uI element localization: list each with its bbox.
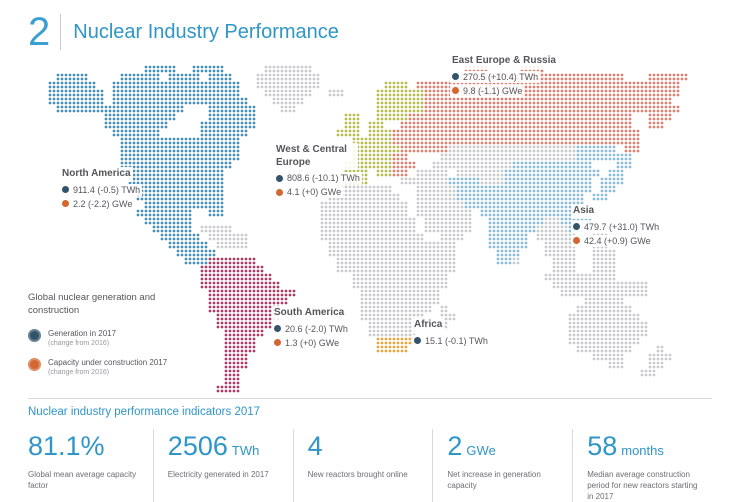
legend-item-generation: Generation in 2017 (change from 2016) — [28, 328, 198, 347]
indicator-caption: Electricity generated in 2017 — [167, 470, 269, 479]
region-generation-line: 911.4 (-0.5) TWh — [60, 183, 143, 196]
region-label-south-america: South America 20.6 (-2.0) TWh 1.3 (+0) G… — [272, 302, 350, 349]
generation-value: 479.7 (+31.0) TWh — [584, 221, 660, 232]
generation-legend-icon — [28, 328, 41, 342]
indicator-value: 58 — [587, 431, 618, 461]
region-title: East Europe & Russia — [450, 54, 558, 69]
region-construction-line: 42.4 (+0.9) GWe — [571, 234, 653, 247]
indicator-value: 4 — [307, 431, 323, 461]
generation-dot-icon — [274, 325, 281, 332]
header-divider — [60, 14, 62, 50]
indicator-caption: Global mean average capacity factor — [28, 470, 137, 491]
page-title: Nuclear Industry Performance — [73, 20, 339, 43]
construction-dot-icon — [573, 237, 580, 244]
generation-value: 808.6 (-10.1) TWh — [287, 173, 360, 183]
construction-legend-icon — [28, 358, 41, 372]
region-title: Asia — [571, 204, 597, 219]
construction-dot-icon — [274, 339, 281, 346]
indicator-value-row: 58 months — [587, 431, 704, 462]
generation-dot-icon — [414, 337, 421, 344]
region-construction-line: 1.3 (+0) GWe — [272, 336, 342, 349]
region-construction-line: 4.1 (+0) GWe — [274, 186, 344, 198]
legend-item-sublabel: (change from 2016) — [48, 369, 110, 377]
generation-dot-icon — [276, 174, 283, 182]
legend-item-construction: Capacity under construction 2017 (change… — [28, 358, 198, 376]
region-label-africa: Africa 15.1 (-0.1) TWh — [412, 314, 490, 347]
legend-item-label: Capacity under construction 2017 — [48, 358, 168, 368]
indicator-value: 2506 — [167, 431, 228, 461]
construction-dot-icon — [62, 200, 69, 207]
generation-value: 270.5 (+10.4) TWh — [463, 71, 539, 82]
indicator-value-row: 81.1% — [28, 431, 145, 462]
legend-title: Global nuclear generation and constructi… — [28, 292, 156, 316]
indicator-caption: New reactors brought online — [307, 470, 408, 479]
region-title: West & Central Europe — [274, 143, 358, 170]
indicators-section: Nuclear industry performance indicators … — [28, 398, 712, 502]
indicator-electricity-generated: 2506 TWh Electricity generated in 2017 — [152, 429, 293, 502]
construction-value: 2.2 (-2.2) GWe — [73, 198, 133, 209]
generation-value: 15.1 (-0.1) TWh — [425, 335, 488, 346]
indicator-capacity-factor: 81.1% Global mean average capacity facto… — [28, 429, 153, 502]
indicator-value-row: 2 GWe — [447, 431, 564, 462]
indicator-caption: Net increase in generation capacity — [447, 470, 541, 491]
indicator-value-row: 2506 TWh — [168, 431, 285, 462]
construction-value: 9.8 (-1.1) GWe — [463, 85, 523, 96]
region-generation-line: 270.5 (+10.4) TWh — [450, 70, 541, 83]
indicator-caption: Median average construction period for n… — [587, 470, 698, 502]
region-generation-line: 479.7 (+31.0) TWh — [571, 220, 662, 233]
indicator-value: 81.1% — [28, 431, 105, 461]
construction-dot-icon — [276, 188, 283, 196]
construction-value: 1.3 (+0) GWe — [285, 337, 340, 348]
region-title: South America — [272, 306, 347, 321]
section-number: 2 — [28, 10, 51, 54]
region-label-west-central-europe: West & Central Europe 808.6 (-10.1) TWh … — [274, 143, 362, 198]
indicator-new-reactors: 4 New reactors brought online — [292, 429, 433, 502]
indicators-heading: Nuclear industry performance indicators … — [28, 406, 261, 418]
indicator-unit: months — [621, 443, 664, 458]
legend-item-label: Generation in 2017 — [48, 328, 117, 338]
indicator-value-row: 4 — [308, 431, 425, 462]
region-label-asia: Asia 479.7 (+31.0) TWh 42.4 (+0.9) GWe — [571, 200, 662, 247]
generation-value: 20.6 (-2.0) TWh — [285, 323, 348, 334]
region-generation-line: 15.1 (-0.1) TWh — [412, 334, 490, 347]
region-generation-line: 20.6 (-2.0) TWh — [272, 322, 350, 335]
generation-dot-icon — [452, 73, 459, 80]
region-construction-line: 2.2 (-2.2) GWe — [60, 197, 135, 210]
indicator-net-capacity-increase: 2 GWe Net increase in generation capacity — [432, 429, 572, 502]
construction-value: 4.1 (+0) GWe — [287, 187, 342, 197]
construction-value: 42.4 (+0.9) GWe — [584, 235, 651, 246]
region-title: Africa — [412, 318, 445, 333]
indicators-row: 81.1% Global mean average capacity facto… — [28, 429, 712, 502]
generation-value: 911.4 (-0.5) TWh — [73, 184, 141, 195]
region-generation-line: 808.6 (-10.1) TWh — [274, 172, 362, 184]
world-dot-map — [48, 65, 688, 393]
region-label-north-america: North America 911.4 (-0.5) TWh 2.2 (-2.2… — [60, 163, 143, 210]
indicator-unit: GWe — [466, 443, 496, 458]
generation-dot-icon — [573, 223, 580, 230]
legend-item-text: Capacity under construction 2017 (change… — [48, 358, 198, 376]
header: 2 Nuclear Industry Performance — [28, 12, 339, 52]
generation-dot-icon — [62, 186, 69, 193]
indicator-unit: TWh — [231, 443, 260, 458]
region-label-east-europe-russia: East Europe & Russia 270.5 (+10.4) TWh 9… — [450, 50, 558, 97]
legend-item-sublabel: (change from 2016) — [48, 340, 110, 348]
legend-item-text: Generation in 2017 (change from 2016) — [48, 329, 198, 347]
legend: Global nuclear generation and constructi… — [28, 292, 198, 376]
indicator-value: 2 — [447, 431, 463, 461]
region-construction-line: 9.8 (-1.1) GWe — [450, 84, 525, 97]
region-title: North America — [60, 167, 133, 182]
construction-dot-icon — [452, 87, 459, 94]
indicator-construction-period: 58 months Median average construction per… — [572, 429, 712, 502]
